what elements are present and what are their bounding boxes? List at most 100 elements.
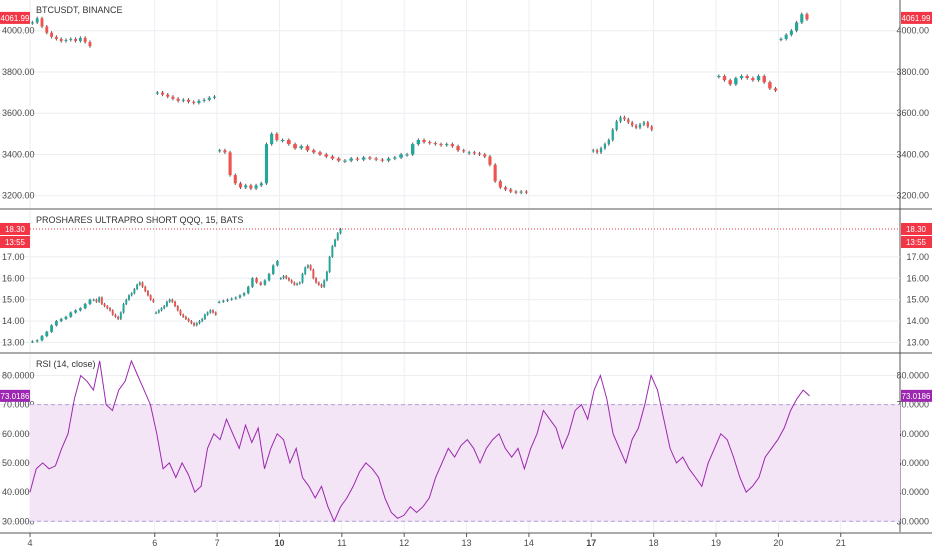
candle-body <box>349 158 354 161</box>
countdown-label: 13:55 <box>906 238 927 247</box>
y-tick-label-left: 50.0000 <box>2 458 35 468</box>
candle-body <box>343 160 347 162</box>
candle-body <box>386 158 391 161</box>
y-tick-label-left: 4000.00 <box>2 26 35 36</box>
x-tick-label: 13 <box>462 538 472 548</box>
candle-body <box>524 191 528 193</box>
candle-body <box>144 286 147 292</box>
candle-body <box>405 154 409 156</box>
rsi-last-value-badge <box>901 389 932 402</box>
candle-body <box>304 267 307 274</box>
last-value-label: 4061.99 <box>902 14 931 23</box>
candle-body <box>206 312 209 315</box>
candle-body <box>207 97 211 100</box>
candle-body <box>592 150 595 152</box>
rsi-last-value-badge-left <box>0 389 30 402</box>
candle-body <box>111 310 114 315</box>
y-tick-label-right: 13.00 <box>906 338 929 348</box>
candle-body <box>286 140 291 145</box>
candle-body <box>74 310 78 313</box>
candle-body <box>287 278 290 281</box>
candle-body <box>650 126 653 130</box>
candle-body <box>282 276 285 279</box>
candle-body <box>212 96 217 98</box>
candle-body <box>263 280 267 285</box>
candle-body <box>336 233 339 240</box>
candle-body <box>756 76 761 81</box>
candle-body <box>355 158 360 160</box>
candle-body <box>779 38 783 40</box>
candle-body <box>305 146 310 151</box>
y-tick-label-right: 60.0000 <box>896 429 929 439</box>
candle-body <box>336 158 341 161</box>
candle-body <box>339 228 342 234</box>
candle-body <box>238 183 243 188</box>
candle-body <box>498 181 502 188</box>
candle-body <box>149 295 152 300</box>
candle-body <box>717 76 721 78</box>
candle-body <box>160 92 165 95</box>
candle-body <box>450 144 455 147</box>
x-tick-label: 12 <box>399 538 409 548</box>
candle-body <box>519 191 523 193</box>
x-tick-label: 21 <box>836 538 846 548</box>
candle-body <box>50 325 54 332</box>
candle-body <box>595 150 599 153</box>
candle-body <box>279 278 282 280</box>
candle-body <box>493 164 497 182</box>
candle-body <box>477 153 482 155</box>
candle-body <box>234 297 238 299</box>
candle-body <box>168 299 171 302</box>
candle-body <box>290 280 293 283</box>
y-tick-label-right: 70.0000 <box>896 400 929 410</box>
y-tick-label-right: 17.00 <box>906 252 929 262</box>
y-tick-label-left: 16.00 <box>2 273 25 283</box>
y-tick-label-left: 70.0000 <box>2 400 35 410</box>
candle-body <box>238 295 242 298</box>
candle-body <box>217 301 221 303</box>
candle-body <box>69 312 73 317</box>
candle-body <box>30 341 34 343</box>
rsi-last-value-label-left: 73.0186 <box>1 392 30 401</box>
candle-body <box>739 76 744 79</box>
candle-body <box>422 140 426 143</box>
candle-body <box>35 340 39 342</box>
y-tick-label-left: 3800.00 <box>2 67 35 77</box>
candle-body <box>108 308 111 311</box>
candle-body <box>299 146 304 149</box>
candle-body <box>136 284 139 289</box>
candle-body <box>226 299 229 301</box>
x-tick-label: 14 <box>524 538 534 548</box>
candle-body <box>306 265 309 268</box>
candle-body <box>623 117 626 120</box>
candle-body <box>74 38 78 41</box>
x-tick-label: 17 <box>586 538 596 548</box>
candle-body <box>59 318 63 322</box>
candle-body <box>334 239 337 247</box>
candle-body <box>259 282 262 285</box>
candle-body <box>54 36 58 39</box>
y-tick-label-left: 14.00 <box>2 316 25 326</box>
candle-body <box>607 140 610 145</box>
candle-body <box>222 300 225 302</box>
candle-body <box>627 119 630 123</box>
candle-body <box>728 80 732 85</box>
candle-body <box>271 265 275 274</box>
candle-body <box>197 100 201 103</box>
y-tick-label-right: 30.0000 <box>896 516 929 526</box>
candle-body <box>416 140 421 145</box>
candle-body <box>214 312 217 315</box>
candle-body <box>312 269 315 279</box>
candle-body <box>800 14 804 23</box>
candle-body <box>301 273 304 283</box>
candle-body <box>249 185 253 189</box>
candle-body <box>114 314 117 317</box>
candle-body <box>141 282 144 287</box>
candle-body <box>176 306 179 311</box>
y-tick-label-left: 30.0000 <box>2 516 35 526</box>
candle-body <box>45 331 49 337</box>
candle-body <box>218 150 222 152</box>
candle-body <box>100 297 103 304</box>
countdown-badge <box>901 235 932 248</box>
